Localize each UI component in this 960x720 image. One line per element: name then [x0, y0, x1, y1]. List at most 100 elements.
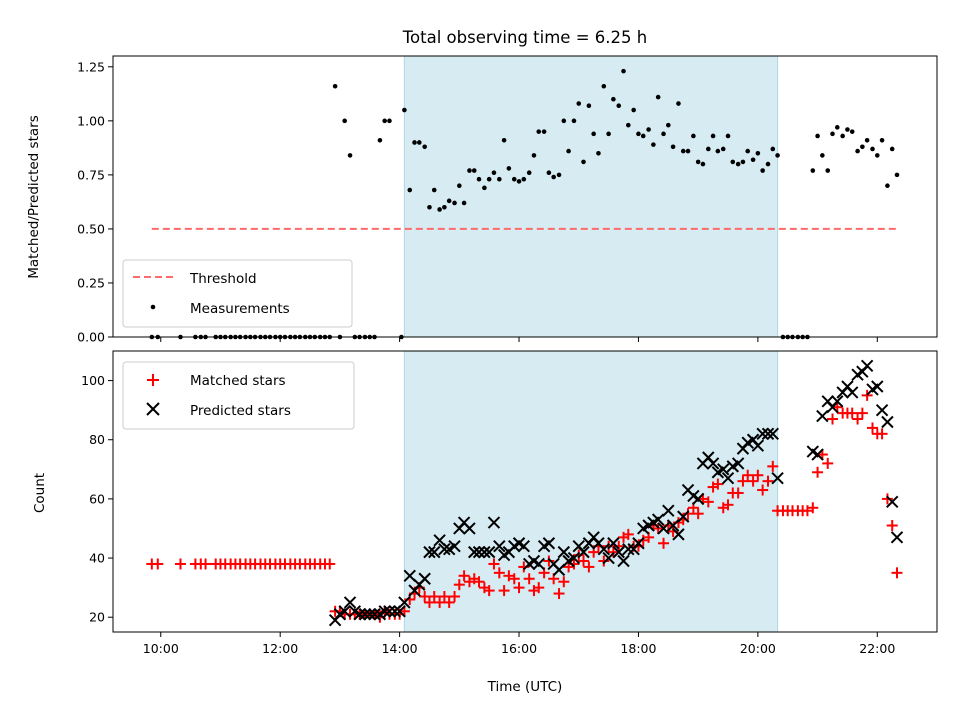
matched-star-point [732, 487, 744, 499]
measurement-point [566, 148, 571, 154]
measurements-legend-label: Measurements [190, 301, 290, 317]
predicted-legend-label: Predicted stars [190, 403, 291, 419]
matched-star-point [886, 520, 898, 532]
measurement-point [561, 118, 567, 124]
top-y-tick-label: 0.00 [77, 330, 105, 345]
measurement-point [720, 146, 726, 152]
measurement-point [735, 161, 741, 167]
top-axes: 0.00 0.25 0.50 0.75 1.00 1.25 Matched/Predict… [26, 55, 938, 345]
measurement-point [347, 153, 353, 158]
bottom-y-tick-label: 60 [89, 491, 105, 506]
measurement-point [760, 168, 765, 173]
chart-title: Total observing time = 6.25 h [402, 28, 647, 47]
matched-star-point [583, 561, 595, 573]
predicted-star-point [472, 545, 486, 559]
bottom-axes: 20 40 60 80 100 10:00 12:00 14:00 16:00 18:00 20:… [32, 350, 938, 695]
predicted-star-point [761, 427, 775, 441]
predicted-star-point [557, 545, 571, 559]
top-axes-frame [112, 55, 938, 338]
measurement-point [666, 122, 671, 128]
measurement-point [715, 148, 721, 154]
matched-star-point [692, 508, 704, 520]
matched-star-point [762, 475, 774, 487]
matched-star-point [722, 499, 734, 511]
matched-star-point [578, 555, 590, 567]
matched-star-point [573, 549, 585, 561]
matched-star-point [174, 558, 186, 570]
matched-star-point [438, 591, 450, 603]
bottom-axes-frame [112, 350, 938, 633]
measurement-point [840, 133, 845, 139]
matched-star-point [757, 484, 769, 496]
measurement-point [820, 153, 825, 158]
top-y-tick-label: 1.25 [77, 59, 105, 74]
measurement-point [710, 133, 716, 139]
measurement-point [706, 146, 711, 152]
measurement-point [879, 138, 885, 143]
predicted-star-point [871, 380, 884, 393]
measurement-point [332, 83, 338, 89]
matched-star-point [742, 469, 754, 481]
predicted-star-point [811, 448, 824, 461]
bottom-x-tick-label: 20:00 [740, 641, 776, 656]
predicted-star-point [363, 608, 376, 621]
measurement-point [482, 185, 487, 191]
measurement-point [402, 107, 407, 113]
measurement-point [870, 146, 875, 152]
predicted-star-point [393, 605, 406, 618]
threshold-legend-label: Threshold [189, 271, 257, 287]
predicted-star-point [438, 542, 451, 556]
measurement-point [640, 133, 646, 139]
measurement-point [387, 118, 392, 124]
matched-star-point [523, 573, 535, 585]
measurement-point [586, 103, 592, 109]
matched-star-point [752, 469, 764, 481]
predicted-star-point [846, 386, 859, 399]
bottom-x-tick-label: 22:00 [859, 641, 895, 656]
measurement-point [670, 144, 676, 150]
measurement-point [412, 140, 417, 145]
measurement-point [491, 170, 497, 176]
predicted-star-point [338, 605, 351, 618]
measurement-point [506, 166, 512, 171]
measurement-point [501, 138, 507, 143]
matched-legend-marker [147, 374, 159, 386]
measurement-point [646, 127, 651, 132]
measurement-point [651, 142, 656, 147]
matched-star-point [876, 428, 888, 440]
matched-star-point [702, 496, 714, 508]
predicted-star-point [607, 537, 620, 550]
predicted-star-point [403, 569, 416, 583]
measurement-point [606, 131, 611, 137]
measurement-point [849, 129, 855, 134]
predicted-star-point [756, 427, 769, 441]
measurement-point [745, 148, 751, 154]
top-legend-box [122, 259, 353, 328]
predicted-star-point [617, 554, 630, 568]
bottom-x-tick-label: 12:00 [262, 641, 298, 656]
measurement-point [486, 176, 492, 182]
predicted-star-point [577, 545, 590, 559]
predicted-star-point [771, 471, 784, 485]
bottom-y-tick-label: 40 [89, 551, 105, 566]
predicted-star-point [378, 605, 391, 618]
measurement-point [894, 172, 900, 178]
predicted-star-point [666, 519, 680, 532]
matched-star-point [622, 528, 634, 540]
top-y-tick-label: 0.50 [77, 221, 105, 236]
predicted-star-point [890, 531, 904, 544]
predicted-star-point [706, 457, 720, 470]
predicted-star-point [433, 534, 446, 547]
predicted-star-point [542, 537, 556, 550]
matched-star-point [682, 508, 694, 520]
matched-star-point [508, 573, 520, 585]
top-x-ticks [160, 337, 878, 342]
top-y-tick-label: 0.75 [77, 167, 105, 182]
measurement-point [725, 133, 731, 139]
predicted-star-point [487, 516, 501, 529]
bottom-x-tick-label: 16:00 [501, 641, 537, 656]
top-y-axis-label: Matched/Predicted stars [26, 115, 42, 278]
measurement-point [442, 205, 447, 210]
measurement-point [680, 148, 686, 154]
